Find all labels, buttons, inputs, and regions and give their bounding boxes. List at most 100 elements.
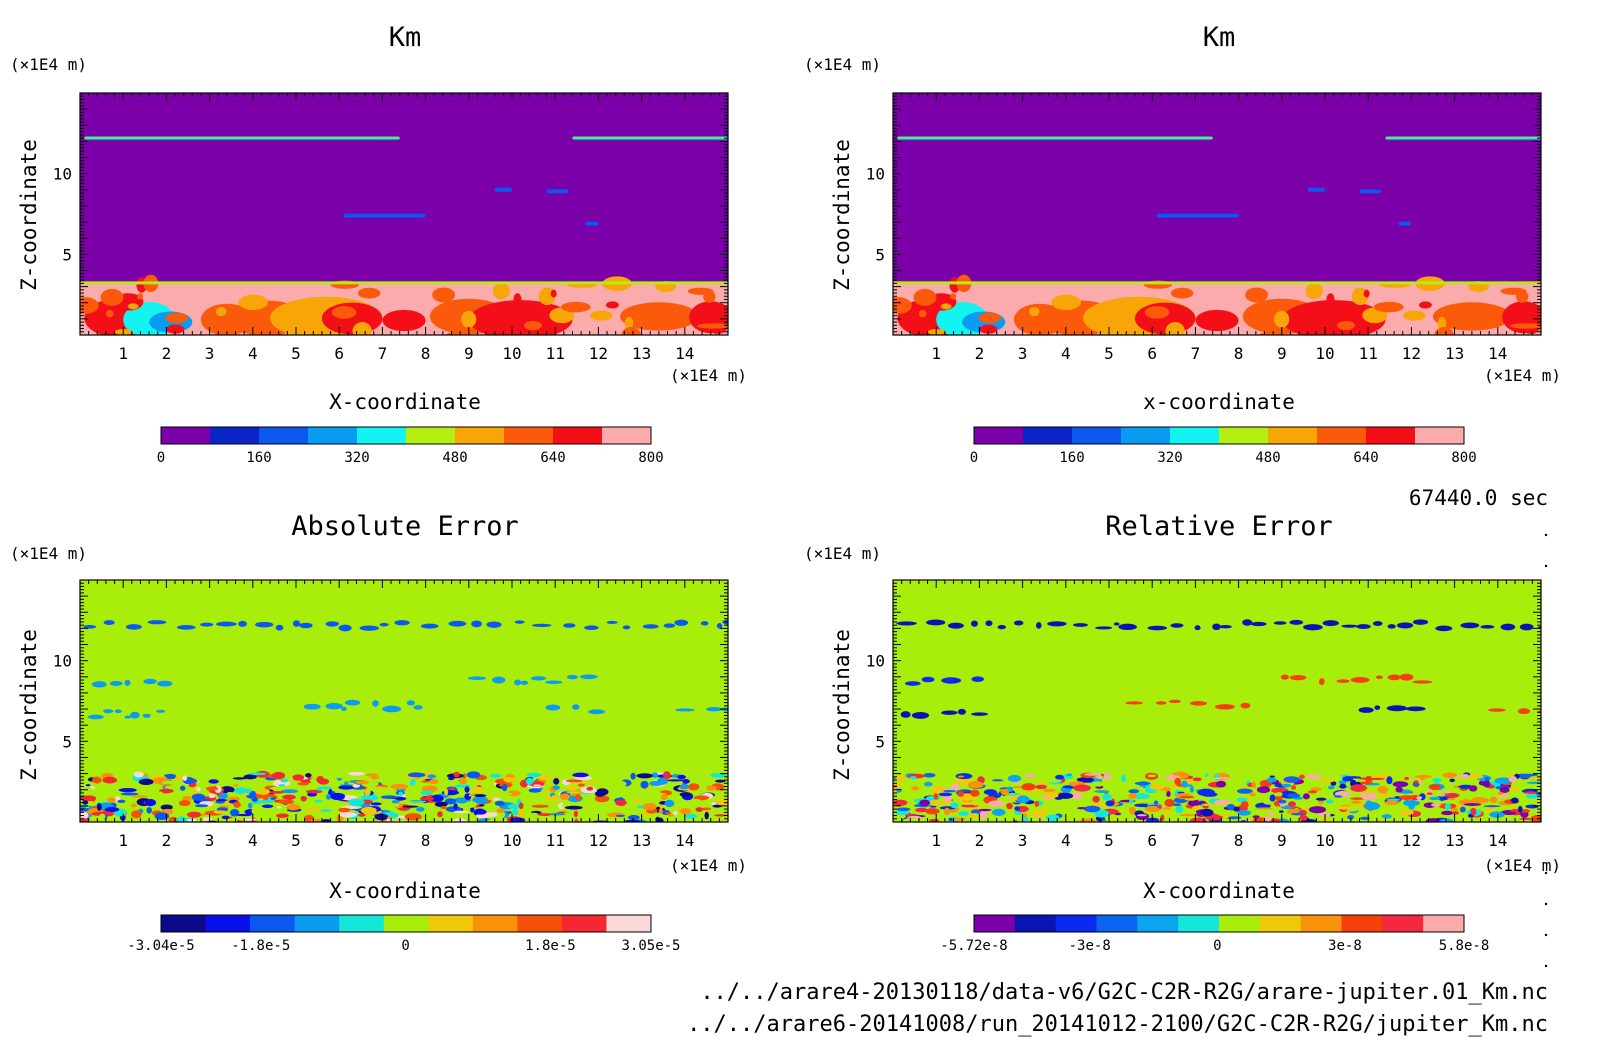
feature-streak	[1156, 213, 1239, 218]
feature-patch	[957, 708, 966, 715]
noise-cell	[923, 781, 933, 787]
noise-cell	[1268, 811, 1274, 817]
x-tick-label: 10	[1315, 344, 1334, 363]
noise-cell	[1181, 780, 1188, 788]
noise-cell	[1121, 774, 1126, 783]
noise-cell	[221, 815, 230, 820]
y-tick-label: 10	[866, 165, 885, 184]
feature-patch	[588, 709, 606, 715]
noise-cell	[1270, 818, 1281, 822]
y-axis-label: Z-coordinate	[17, 139, 41, 291]
noise-cell	[316, 787, 323, 791]
x-tick-label: 8	[1234, 344, 1244, 363]
colorbar-swatch	[161, 915, 207, 932]
colorbar-swatch	[339, 915, 385, 932]
noise-cell	[682, 778, 690, 784]
noise-cell	[919, 799, 931, 807]
noise-cell	[1200, 808, 1214, 817]
noise-cell	[1129, 806, 1137, 815]
noise-cell	[1097, 774, 1103, 780]
noise-cell	[1385, 810, 1396, 813]
noise-cell	[80, 811, 89, 820]
panel-title: Km	[1203, 22, 1236, 53]
noise-cell	[216, 774, 233, 780]
noise-cell	[276, 813, 289, 818]
noise-cell	[464, 793, 472, 801]
noise-cell	[1384, 800, 1400, 806]
x-tick-label: 10	[502, 344, 521, 363]
noise-cell	[144, 799, 157, 807]
noise-cell	[1360, 792, 1378, 800]
feature-patch	[1273, 621, 1287, 625]
noise-cell	[970, 789, 980, 797]
y-unit-label: (×1E4 m)	[10, 544, 87, 563]
noise-cell	[642, 802, 657, 811]
colorbar-swatch	[205, 915, 251, 932]
noise-cell	[133, 771, 144, 778]
x-tick-label: 13	[1445, 344, 1464, 363]
colorbar-swatch	[161, 427, 211, 444]
contour-blob	[1281, 300, 1386, 335]
noise-cell	[249, 772, 267, 776]
colorbar-swatch	[974, 915, 1016, 932]
feature-patch	[413, 705, 423, 710]
noise-cell	[1414, 774, 1433, 779]
noise-cell	[615, 799, 627, 806]
noise-cell	[444, 798, 457, 805]
noise-cell	[1091, 781, 1105, 787]
feature-patch	[109, 681, 123, 686]
noise-cell	[308, 818, 325, 822]
noise-cell	[679, 808, 692, 815]
colorbar-swatch	[1382, 915, 1424, 932]
noise-cell	[146, 807, 152, 814]
noise-cell	[1418, 780, 1424, 784]
plot-frame	[892, 92, 1542, 336]
noise-cell	[1153, 800, 1159, 805]
feature-patch	[1350, 676, 1370, 683]
noise-cell	[453, 803, 458, 810]
feature-patch	[1374, 705, 1381, 710]
x-tick-label: 14	[675, 831, 694, 850]
colorbar-swatch	[1023, 427, 1073, 444]
x-tick-label: 8	[421, 831, 431, 850]
noise-cell	[1381, 814, 1392, 819]
feature-patch	[1036, 622, 1042, 629]
noise-cell	[531, 804, 549, 808]
colorbar-swatch	[602, 427, 652, 444]
noise-cell	[270, 797, 276, 800]
noise-cell	[528, 788, 542, 793]
x-tick-label: 13	[632, 831, 651, 850]
noise-cell	[1349, 797, 1366, 800]
noise-cell	[1499, 786, 1510, 793]
noise-cell	[1145, 789, 1157, 794]
noise-cell	[330, 792, 346, 801]
feature-patch	[1500, 623, 1516, 631]
feature-patch	[325, 621, 339, 627]
noise-cell	[325, 793, 332, 800]
x-tick-label: 5	[291, 344, 301, 363]
x-tick-label: 12	[1402, 344, 1421, 363]
feature-patch	[238, 620, 247, 627]
feature-patch	[1387, 624, 1396, 629]
colorbar-swatch	[1137, 915, 1179, 932]
contour-blob	[1509, 323, 1541, 329]
noise-cell	[1136, 814, 1147, 817]
contour-blob	[446, 331, 471, 335]
noise-cell	[1286, 808, 1303, 815]
noise-cell	[895, 785, 903, 789]
noise-cell	[1511, 786, 1519, 793]
noise-cell	[536, 775, 554, 780]
noise-cell	[1150, 793, 1157, 797]
noise-cell	[1308, 806, 1327, 814]
feature-patch	[147, 620, 167, 625]
noise-cell	[459, 778, 468, 785]
noise-cell	[1130, 773, 1140, 781]
noise-cell	[1386, 776, 1393, 785]
colorbar-swatch	[1178, 915, 1220, 932]
noise-cell	[196, 787, 201, 792]
x-tick-label: 7	[378, 831, 388, 850]
noise-cell	[348, 798, 365, 807]
plot-area	[893, 93, 1541, 335]
x-axis-label: X-coordinate	[329, 879, 481, 903]
noise-cell	[909, 776, 917, 780]
